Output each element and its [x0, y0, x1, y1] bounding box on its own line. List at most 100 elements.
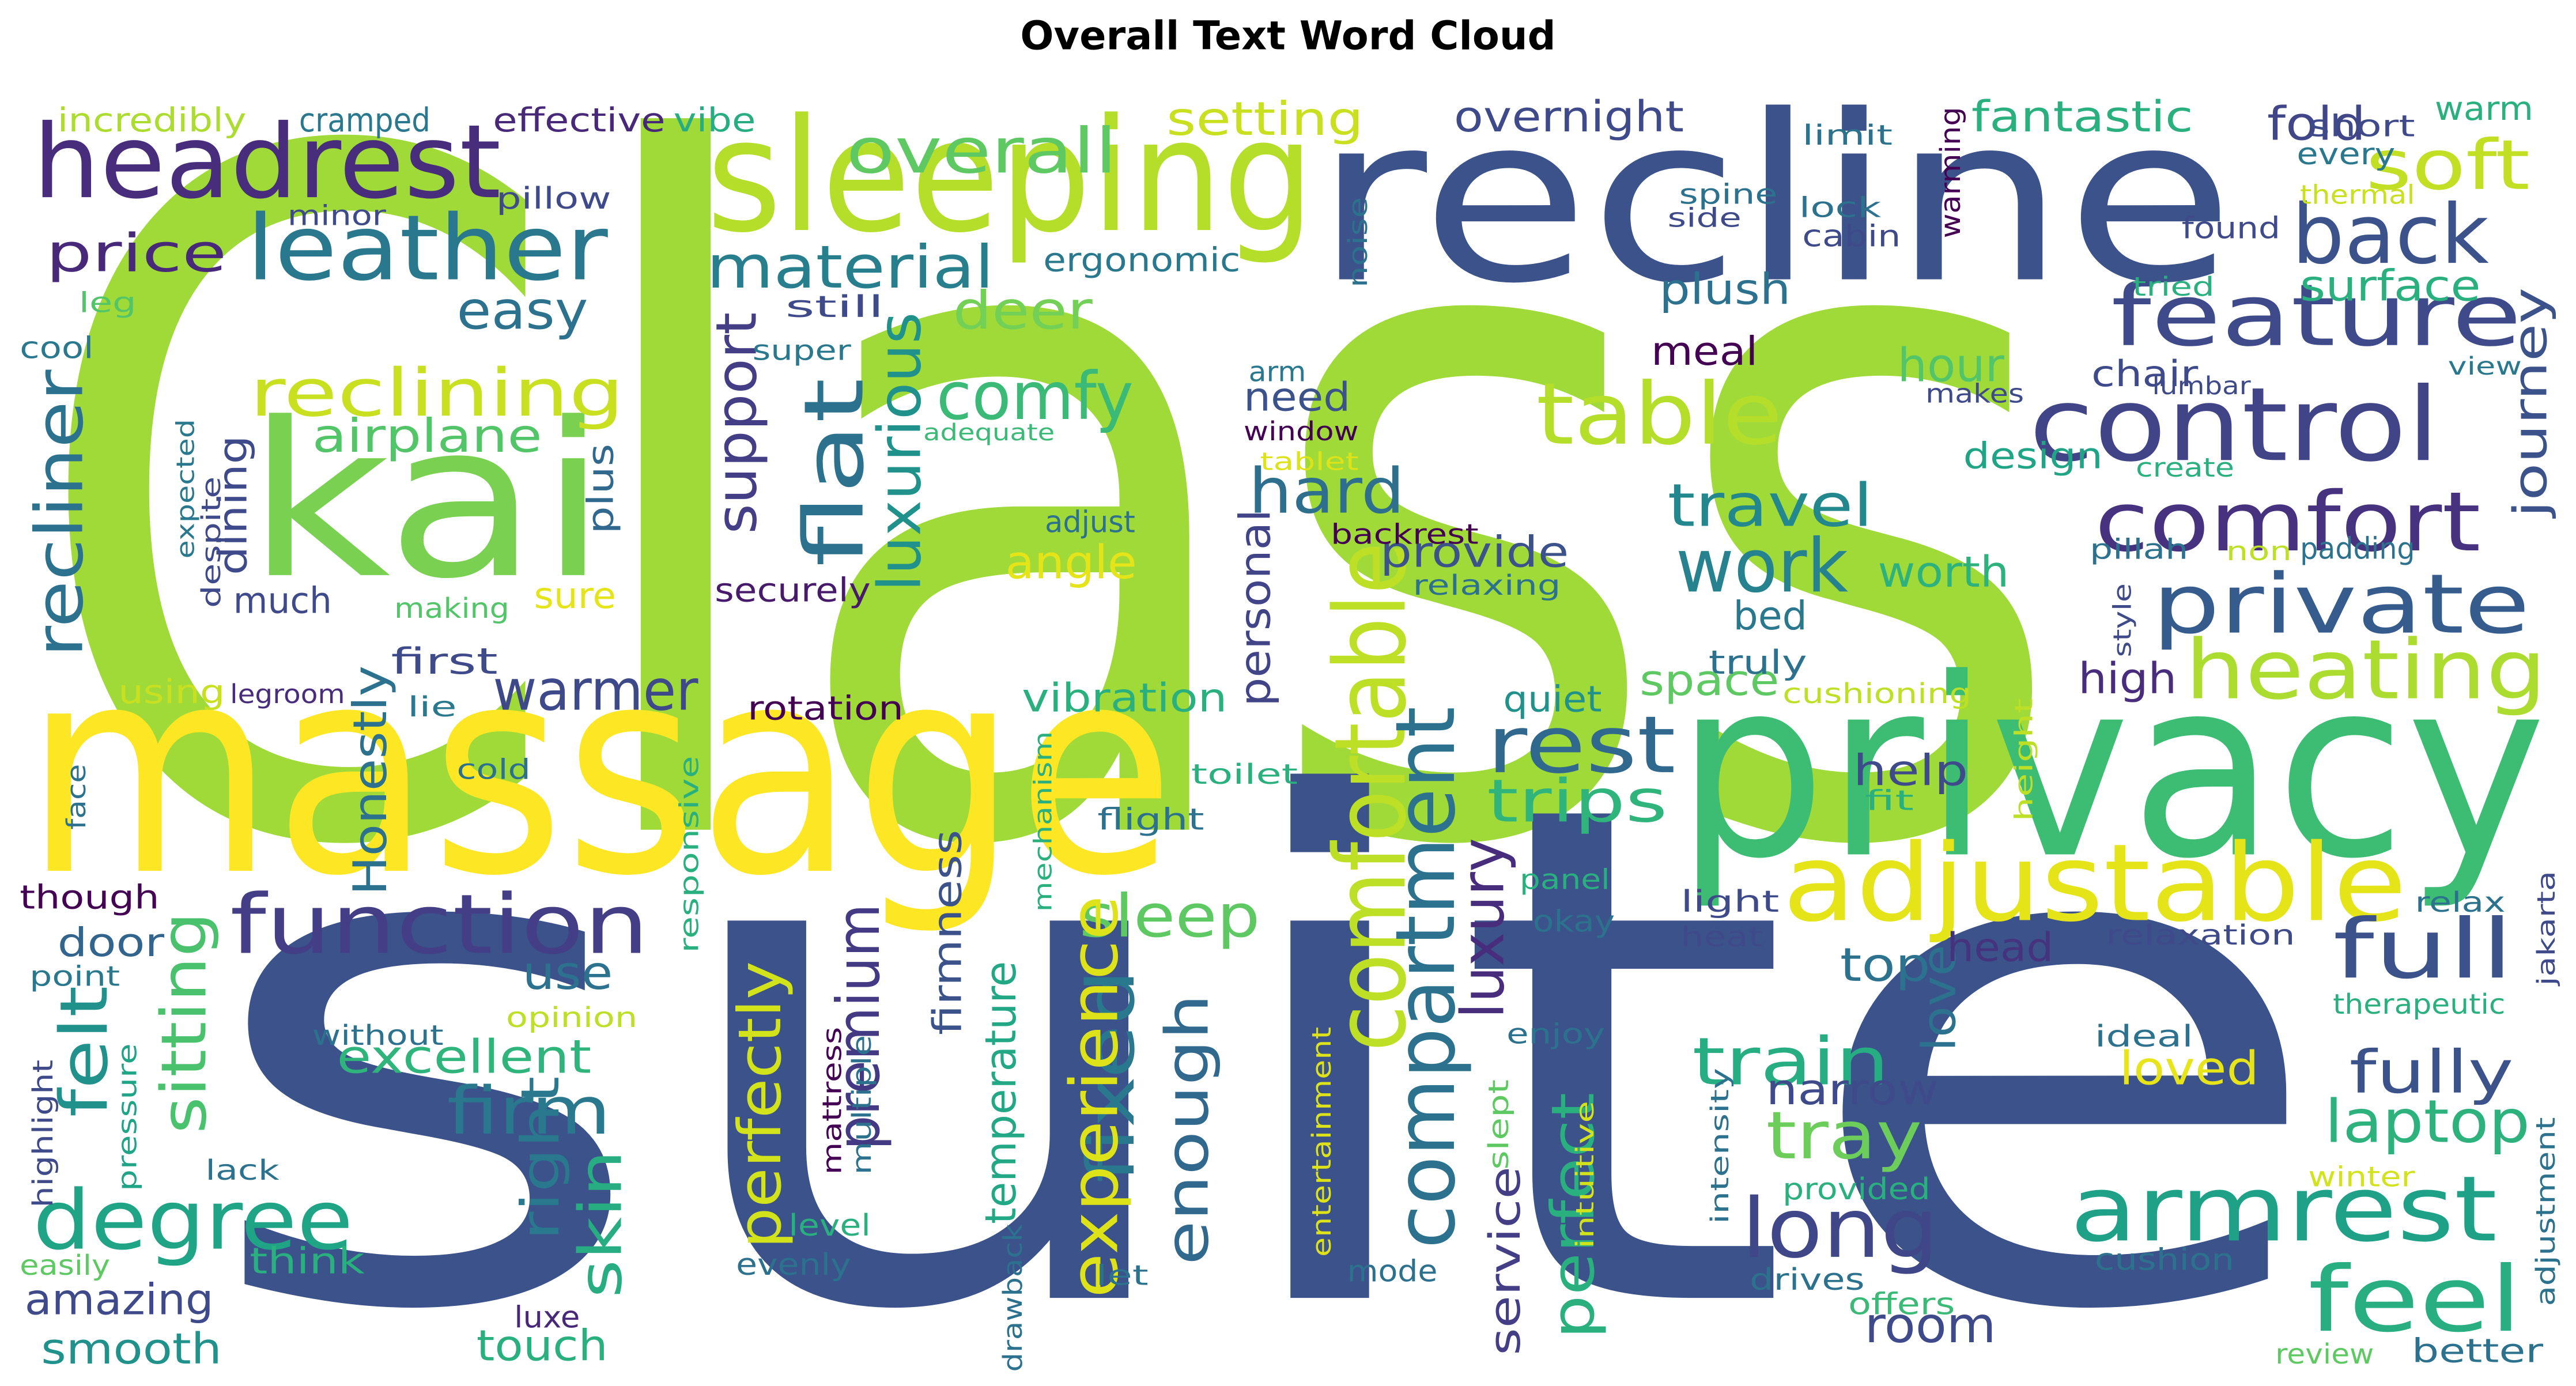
word: heating: [2185, 622, 2547, 718]
word: hour: [1898, 338, 2004, 392]
word: arm: [1249, 356, 1306, 388]
word: journey: [2504, 288, 2558, 519]
word: minor: [288, 200, 386, 232]
word: perfect: [1539, 1093, 1608, 1339]
word: warm: [2435, 90, 2533, 128]
word: adjustable: [1782, 821, 2407, 945]
word: opinion: [506, 1002, 637, 1034]
word: ideal: [2095, 1019, 2193, 1054]
word: Class: [25, 0, 2070, 1051]
word: highlight: [27, 1060, 59, 1208]
word: side: [1668, 202, 1742, 233]
word: fold: [2267, 97, 2366, 150]
word: leg: [79, 287, 137, 319]
word: need: [1244, 375, 1350, 421]
word: love: [1912, 945, 1966, 1051]
word: use: [523, 946, 613, 1000]
word: kai: [247, 377, 608, 626]
word: full: [2333, 901, 2514, 997]
word: sleeping: [707, 85, 1315, 267]
word: luxury: [1449, 838, 1517, 1019]
word: much: [233, 579, 332, 621]
word: sleep: [1079, 882, 1260, 951]
word: toilet: [1191, 758, 1298, 791]
word: legroom: [230, 679, 345, 709]
word: function: [230, 877, 649, 972]
word: recline: [1315, 67, 2234, 334]
word: offers: [1848, 1287, 1955, 1322]
word: style: [2108, 583, 2137, 657]
word: flight: [1097, 803, 1204, 837]
word: still: [785, 290, 884, 324]
word: lock: [1799, 191, 1882, 224]
word: flat: [787, 378, 882, 567]
word: window: [1244, 416, 1359, 447]
word: airplane: [312, 409, 542, 463]
word: control: [2029, 365, 2440, 484]
word: okay: [1533, 904, 1615, 939]
word: armrest: [2070, 1156, 2497, 1262]
word: fixed: [1072, 969, 1149, 1183]
word: headrest: [33, 103, 501, 221]
word: mode: [1347, 1255, 1438, 1289]
word: limit: [1802, 119, 1893, 152]
word: view: [2448, 352, 2522, 381]
word: tray: [1766, 1097, 1922, 1174]
word: noise: [1343, 197, 1373, 288]
word: suite: [197, 658, 2333, 1386]
word: backrest: [1331, 519, 1479, 551]
word: tablet: [1260, 447, 1359, 476]
word: thermal: [2300, 180, 2415, 210]
word: temperature: [976, 961, 1026, 1224]
word: quiet: [1503, 678, 1601, 720]
word: easily: [20, 1249, 110, 1282]
word: though: [20, 879, 159, 917]
word: review: [2275, 1338, 2374, 1370]
word: effective: [493, 101, 665, 139]
word: personal: [1231, 509, 1281, 707]
word: luxe: [514, 1300, 580, 1335]
word: angle: [1006, 536, 1137, 590]
word: price: [46, 222, 227, 284]
word: hard: [1249, 454, 1405, 527]
word: narrow: [1766, 1065, 1939, 1115]
chart-title: Overall Text Word Cloud: [1020, 14, 1555, 59]
word: heat: [1680, 921, 1763, 953]
word: cabin: [1802, 220, 1901, 254]
word: laptop: [2325, 1087, 2530, 1156]
word: firm: [447, 1072, 611, 1149]
word: recliner: [21, 369, 98, 657]
word: feel: [2308, 1247, 2522, 1352]
word: comfort: [2095, 474, 2481, 570]
word: cushion: [2095, 1243, 2234, 1278]
word: intuitive: [1571, 1101, 1600, 1249]
word: padding: [2300, 531, 2415, 566]
word: truly: [1709, 644, 1807, 682]
word: adjust: [1045, 505, 1135, 540]
word: help: [1853, 746, 1969, 796]
word: lack: [205, 1154, 279, 1187]
word: high: [2078, 654, 2177, 704]
word: height: [2010, 698, 2038, 822]
word: surface: [2300, 262, 2481, 311]
word: right: [509, 1076, 571, 1240]
word: service: [1480, 1166, 1530, 1355]
word: responsive: [674, 756, 705, 953]
word: super: [753, 334, 851, 367]
word: lumbar: [2152, 372, 2252, 401]
word: door: [58, 920, 165, 966]
word: think: [250, 1240, 365, 1282]
word: trips: [1487, 767, 1668, 836]
word: create: [2136, 452, 2234, 483]
word: cramped: [299, 101, 430, 139]
word: luxurious: [866, 312, 934, 592]
word: premium: [825, 904, 893, 1150]
word: sure: [534, 575, 616, 617]
word: plush: [1659, 265, 1791, 314]
word: space: [1640, 656, 1779, 705]
word: rotation: [747, 690, 904, 728]
word: non: [2226, 536, 2292, 567]
word: fully: [2350, 1038, 2514, 1107]
word: feature: [2111, 266, 2522, 365]
word: excellent: [337, 1030, 591, 1084]
